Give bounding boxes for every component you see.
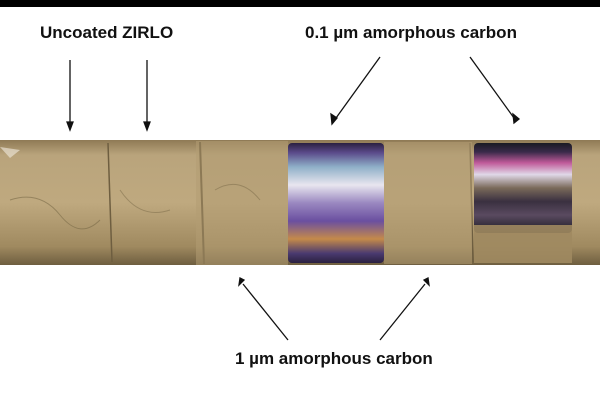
arrow-thin-1 xyxy=(335,56,381,119)
label-uncoated-zirlo: Uncoated ZIRLO xyxy=(40,23,174,42)
label-thick-coating: 1 µm amorphous carbon xyxy=(235,349,433,368)
coating-band-right xyxy=(474,143,572,233)
seam xyxy=(107,142,113,263)
coating-band-left xyxy=(288,143,384,263)
label-thin-coating: 0.1 µm amorphous carbon xyxy=(305,23,517,42)
sleeve-1um-right xyxy=(384,142,472,264)
arrow-thick-1 xyxy=(242,283,289,341)
top-border xyxy=(0,0,600,7)
arrow-thick-2 xyxy=(379,283,426,341)
arrow-thin-2 xyxy=(469,56,515,119)
sleeve-1um-left xyxy=(196,141,288,265)
